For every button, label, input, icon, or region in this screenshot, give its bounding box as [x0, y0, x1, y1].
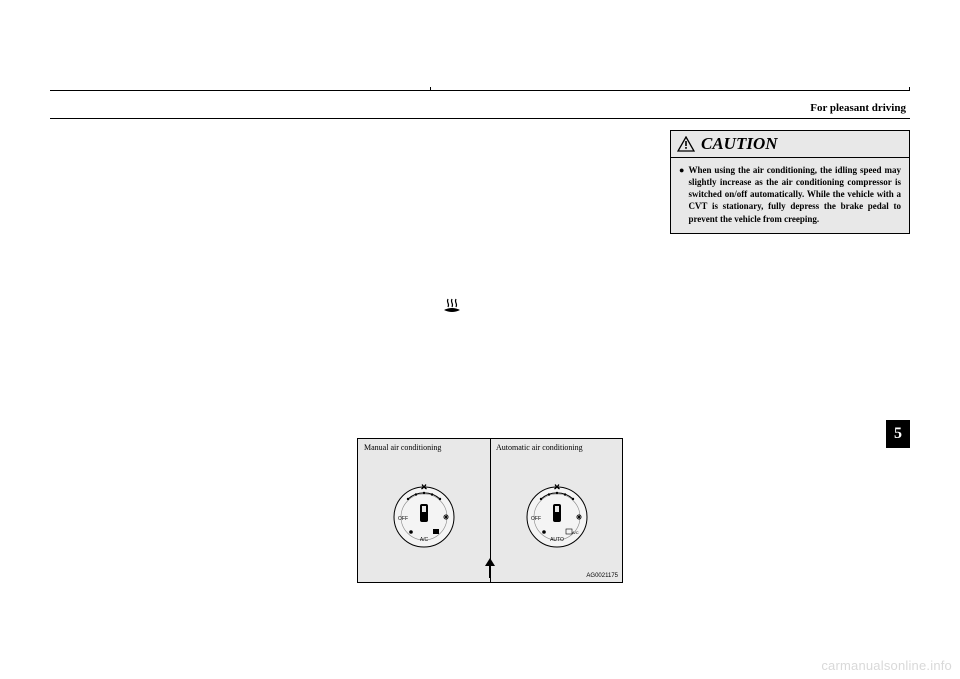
dial-manual: OFF A/C	[384, 477, 464, 557]
dial-ac-label: A/C	[420, 537, 429, 543]
diagram-ref: AG0021175	[586, 573, 618, 579]
caution-box: CAUTION ● When using the air conditionin…	[670, 130, 910, 234]
dial-off-label: OFF	[531, 516, 541, 522]
header-rule-top	[50, 90, 910, 91]
defrost-icon	[443, 298, 461, 317]
caution-body: ● When using the air conditioning, the i…	[671, 158, 909, 233]
watermark: carmanualsonline.info	[821, 658, 952, 673]
dial-auto-label: AUTO	[550, 537, 564, 543]
dial-auto: OFF AUTO A/C	[517, 477, 597, 557]
ac-dial-diagram: Manual air conditioning Automatic air co…	[357, 438, 623, 583]
caution-header: CAUTION	[671, 131, 909, 158]
caution-text: When using the air conditioning, the idl…	[688, 164, 901, 225]
header-title: For pleasant driving	[810, 102, 906, 114]
header-tick	[909, 87, 910, 91]
section-tab: 5	[886, 420, 910, 448]
warning-icon	[677, 136, 695, 152]
header-tick	[430, 87, 431, 91]
dial-ac-small: A/C	[572, 530, 579, 535]
pointer-icon	[484, 558, 496, 583]
bullet-icon: ●	[679, 164, 684, 225]
header-rule-bottom	[50, 118, 910, 119]
dial-off-label: OFF	[398, 516, 408, 522]
diagram-label-auto: Automatic air conditioning	[496, 443, 583, 452]
caution-title: CAUTION	[701, 134, 778, 154]
page-header: For pleasant driving	[50, 90, 910, 120]
diagram-label-manual: Manual air conditioning	[364, 443, 441, 452]
